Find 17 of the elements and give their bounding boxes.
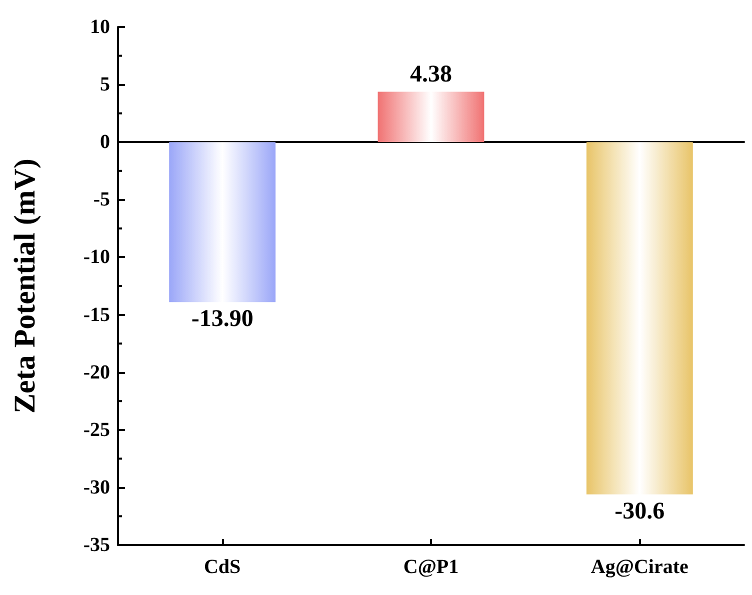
- x-tick-label: CdS: [204, 556, 241, 578]
- data-label: -13.90: [191, 306, 254, 332]
- x-tick-label: C@P1: [403, 556, 459, 578]
- y-tick-label: -20: [83, 361, 110, 384]
- y-tick-label: 5: [100, 74, 110, 96]
- y-tick-label: -35: [83, 534, 110, 556]
- x-tick-label: Ag@Cirate: [590, 556, 689, 578]
- data-label: 4.38: [410, 62, 452, 88]
- y-tick-label: -15: [83, 304, 110, 326]
- y-tick-label: 10: [90, 16, 110, 38]
- y-tick-label: -10: [83, 246, 110, 268]
- y-tick-label: -30: [83, 476, 110, 498]
- y-axis-title: Zeta Potential (mV): [8, 158, 42, 414]
- y-tick-label: -5: [93, 188, 110, 211]
- data-label: -30.6: [614, 498, 665, 524]
- y-tick-label: 0: [100, 131, 110, 154]
- y-tick-label: -25: [83, 418, 110, 441]
